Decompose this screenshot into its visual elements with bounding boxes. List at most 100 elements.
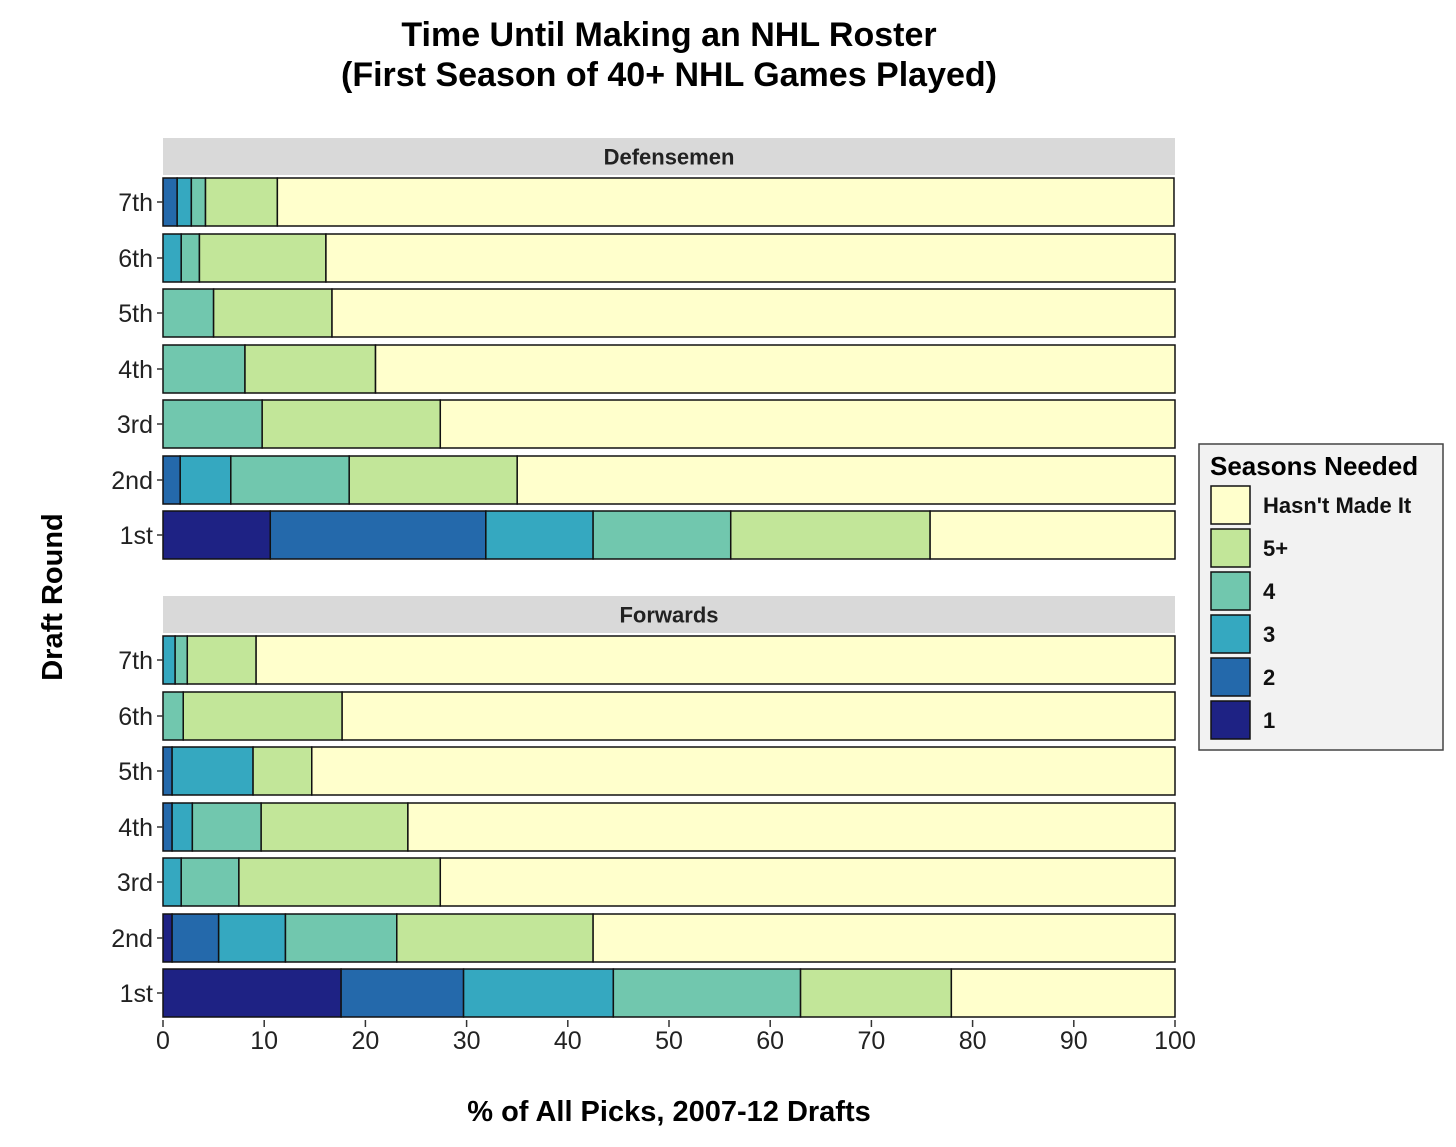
legend-label: 3 <box>1263 622 1275 647</box>
legend-key <box>1210 614 1251 654</box>
bar-segment <box>171 913 220 963</box>
bar-segment <box>186 635 257 685</box>
x-axis-title: % of All Picks, 2007-12 Drafts <box>467 1096 871 1128</box>
y-tick-label: 6th <box>118 703 153 731</box>
bar-segment <box>255 635 1176 685</box>
bar-segment <box>950 968 1176 1018</box>
y-tick-label: 2nd <box>111 467 153 495</box>
facet-strip-label: Defensemen <box>604 145 735 170</box>
y-tick-label: 4th <box>118 356 153 384</box>
bar-segment <box>348 455 518 505</box>
bar-segment <box>485 510 594 560</box>
legend-label: Hasn't Made It <box>1263 493 1412 518</box>
legend-key <box>1210 657 1251 697</box>
bar-segment <box>162 857 182 907</box>
bar-segment <box>162 968 342 1018</box>
bar-segment <box>162 288 215 338</box>
x-tick-label: 100 <box>1154 1027 1196 1055</box>
legend-label: 2 <box>1263 665 1275 690</box>
bar-segment <box>176 177 193 227</box>
facet-strip <box>163 138 1175 175</box>
y-tick-label: 7th <box>118 647 153 675</box>
bar-segment <box>204 177 279 227</box>
bar-segment <box>180 233 201 283</box>
bar-segment <box>592 913 1176 963</box>
x-tick-label: 70 <box>857 1027 885 1055</box>
bar-segment <box>162 510 272 560</box>
bar-segment <box>799 968 953 1018</box>
bar-segment <box>171 802 194 852</box>
x-tick-label: 50 <box>655 1027 683 1055</box>
bar-segment <box>439 399 1176 449</box>
bar-segment <box>217 913 287 963</box>
bar-segment <box>162 802 173 852</box>
bar-segment <box>238 857 442 907</box>
bar-segment <box>191 802 262 852</box>
bar-segment <box>162 399 263 449</box>
legend: Seasons Needed Hasn't Made It 5+ 4 3 2 1 <box>1198 443 1444 751</box>
bar-segment <box>340 968 465 1018</box>
bar-segment <box>729 510 931 560</box>
bar-segment <box>311 746 1176 796</box>
legend-key <box>1210 528 1251 568</box>
bar-segment <box>162 177 178 227</box>
bar-segment <box>179 455 232 505</box>
bar-segment <box>439 857 1176 907</box>
facet-strip-label: Forwards <box>619 603 718 628</box>
bar-segment <box>276 177 1175 227</box>
legend-label: 4 <box>1263 579 1276 604</box>
x-tick-label: 20 <box>351 1027 379 1055</box>
bar-segment <box>612 968 802 1018</box>
x-tick-label: 80 <box>959 1027 987 1055</box>
x-axis: 0 10 20 30 40 50 60 70 80 90 100 <box>156 1020 1196 1055</box>
x-tick-label: 10 <box>250 1027 278 1055</box>
bar-segment <box>230 455 350 505</box>
chart-subtitle: (First Season of 40+ NHL Games Played) <box>341 56 997 94</box>
y-axis-title: Draft Round <box>37 513 69 681</box>
y-tick-label: 4th <box>118 814 153 842</box>
bar-segment <box>162 635 176 685</box>
x-tick-label: 90 <box>1060 1027 1088 1055</box>
chart-title: Time Until Making an NHL Roster <box>401 16 936 54</box>
y-tick-label: 5th <box>118 758 153 786</box>
bar-segment <box>162 455 181 505</box>
bar-segment <box>284 913 398 963</box>
bar-segment <box>162 913 173 963</box>
x-tick-label: 60 <box>756 1027 784 1055</box>
bar-segment <box>162 233 182 283</box>
bar-segment <box>592 510 732 560</box>
bar-segment <box>190 177 207 227</box>
facet-strip <box>163 596 1175 633</box>
bar-segment <box>162 344 246 394</box>
facet-panels: Defensemen 7th 6th 5th 4th 3rd 2nd 1st Forwards 7… <box>111 138 1176 1018</box>
bar-segment <box>252 746 313 796</box>
x-tick-label: 0 <box>156 1027 170 1055</box>
legend-label: 1 <box>1263 708 1275 733</box>
bar-segment <box>462 968 615 1018</box>
bar-segment <box>325 233 1176 283</box>
bar-segment <box>261 399 442 449</box>
bar-segment <box>244 344 377 394</box>
bar-segment <box>162 746 173 796</box>
panel-forwards: Forwards 7th 6th 5th 4th 3rd 2nd 1st <box>111 596 1176 1018</box>
bar-segment <box>198 233 327 283</box>
legend-key <box>1210 700 1251 740</box>
panel-defensemen: Defensemen 7th 6th 5th 4th 3rd 2nd 1st <box>111 138 1176 560</box>
x-tick-label: 40 <box>554 1027 582 1055</box>
legend-label: 5+ <box>1263 536 1288 561</box>
bar-segment <box>260 802 409 852</box>
bar-segment <box>162 691 184 741</box>
bar-segment <box>182 691 343 741</box>
legend-key <box>1210 571 1251 611</box>
bar-segment <box>407 802 1176 852</box>
bar-segment <box>929 510 1176 560</box>
x-tick-label: 30 <box>453 1027 481 1055</box>
bar-segment <box>341 691 1176 741</box>
y-tick-label: 3rd <box>117 869 153 897</box>
y-tick-label: 1st <box>120 522 153 550</box>
legend-title: Seasons Needed <box>1210 451 1418 481</box>
bar-segment <box>269 510 487 560</box>
bar-segment <box>174 635 189 685</box>
bar-segment <box>171 746 254 796</box>
y-tick-label: 6th <box>118 245 153 273</box>
